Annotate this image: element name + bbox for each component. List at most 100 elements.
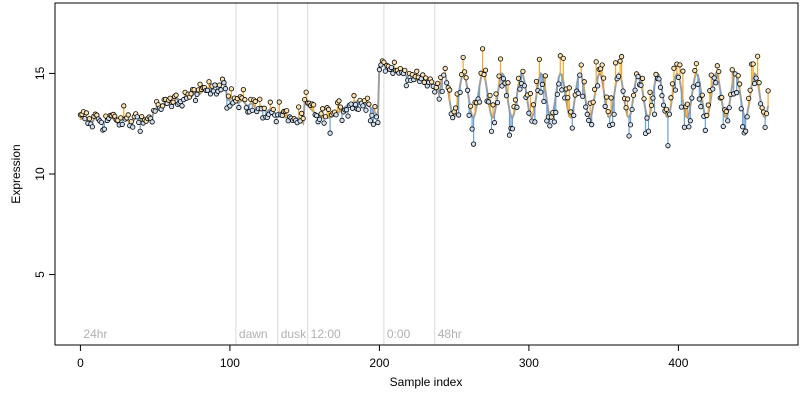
data-point-409 (689, 95, 695, 101)
data-point-395 (668, 95, 674, 101)
x-tick-label-2: 200 (369, 356, 389, 370)
data-point-397 (671, 65, 677, 71)
data-point-423 (710, 86, 716, 92)
data-point-74 (188, 91, 194, 97)
data-point-62 (170, 99, 176, 105)
data-point-181 (348, 101, 354, 107)
data-point-382 (648, 102, 655, 109)
data-point-329 (569, 125, 575, 131)
data-point-29 (121, 103, 127, 109)
data-point-353 (605, 108, 611, 115)
data-point-285 (503, 93, 510, 99)
marker-label-1: dawn (239, 327, 268, 341)
data-point-6 (86, 116, 92, 122)
data-point-296 (520, 68, 526, 74)
data-point-38 (134, 114, 140, 120)
data-point-41 (139, 113, 145, 120)
data-point-279 (494, 100, 501, 106)
data-point-387 (656, 76, 662, 82)
y-tick-label-0: 5 (33, 271, 47, 278)
data-point-390 (660, 102, 667, 108)
data-point-99 (225, 93, 232, 99)
data-point-164 (322, 114, 329, 120)
data-point-191 (363, 107, 369, 113)
data-point-403 (680, 68, 686, 74)
data-point-273 (485, 99, 492, 105)
data-point-385 (653, 71, 659, 77)
data-point-186 (355, 106, 362, 112)
data-point-106 (236, 104, 242, 111)
data-point-210 (391, 59, 397, 65)
data-point-432 (723, 108, 729, 115)
data-point-39 (136, 119, 142, 126)
data-point-271 (482, 67, 489, 73)
data-point-150 (302, 96, 308, 103)
data-point-225 (414, 68, 420, 74)
data-point-258 (463, 75, 469, 81)
data-point-452 (753, 75, 759, 81)
data-point-280 (496, 73, 502, 79)
data-point-163 (321, 120, 327, 126)
x-axis-label: Sample index (390, 375, 463, 389)
data-point-446 (744, 114, 750, 120)
data-point-247 (447, 87, 453, 93)
data-point-199 (375, 119, 381, 126)
data-point-394 (666, 111, 673, 117)
data-point-4 (83, 110, 89, 116)
data-point-203 (381, 59, 387, 65)
data-point-319 (554, 91, 560, 97)
data-point-171 (333, 112, 339, 118)
data-point-424 (711, 75, 717, 81)
marker-label-4: 0:00 (387, 327, 411, 341)
data-point-459 (764, 110, 770, 117)
data-point-451 (752, 80, 758, 87)
data-point-322 (559, 87, 565, 93)
data-point-433 (725, 118, 731, 124)
data-point-320 (556, 81, 562, 87)
data-point-60 (167, 95, 173, 101)
data-point-275 (488, 128, 495, 134)
data-point-270 (481, 71, 487, 78)
time-markers: 24hr dawn dusk 12:00 0:00 48hr (83, 3, 462, 345)
data-point-100 (227, 103, 233, 109)
data-point-229 (420, 72, 426, 78)
data-point-369 (629, 106, 635, 113)
data-point-345 (593, 59, 599, 65)
data-point-366 (624, 96, 631, 102)
data-point-307 (536, 56, 542, 62)
y-axis: 5 10 15 (33, 66, 55, 278)
data-point-368 (627, 122, 634, 128)
data-point-355 (608, 95, 614, 101)
data-point-305 (533, 78, 539, 85)
data-point-239 (435, 80, 441, 86)
data-point-404 (681, 124, 687, 130)
data-point-16 (101, 126, 107, 132)
data-point-427 (716, 68, 722, 75)
data-point-289 (509, 126, 516, 132)
data-point-443 (740, 124, 746, 130)
data-point-303 (530, 102, 536, 108)
data-point-458 (762, 124, 768, 130)
data-point-240 (436, 96, 442, 102)
data-point-381 (647, 89, 653, 95)
data-point-334 (577, 72, 583, 78)
data-point-48 (149, 119, 155, 125)
data-point-323 (560, 55, 566, 61)
data-point-389 (659, 93, 665, 99)
data-point-314 (547, 123, 553, 129)
data-point-93 (216, 82, 223, 88)
data-point-429 (719, 94, 725, 101)
data-point-454 (756, 80, 762, 86)
data-point-86 (206, 79, 212, 85)
data-point-300 (526, 110, 532, 116)
data-point-162 (319, 106, 326, 112)
data-point-416 (699, 92, 705, 98)
data-point-117 (252, 98, 258, 104)
data-point-447 (746, 95, 752, 101)
data-point-450 (750, 61, 756, 67)
data-point-379 (644, 115, 650, 121)
data-point-407 (686, 124, 692, 130)
data-point-85 (204, 87, 211, 93)
data-point-293 (515, 75, 522, 81)
data-point-333 (575, 90, 581, 96)
